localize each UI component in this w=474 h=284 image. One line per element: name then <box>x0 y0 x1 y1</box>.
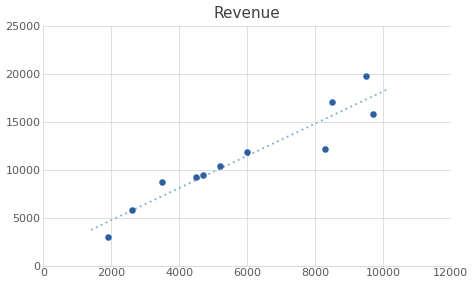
Point <box>216 164 224 168</box>
Title: Revenue: Revenue <box>214 6 281 20</box>
Point <box>104 235 112 239</box>
Point <box>158 180 166 185</box>
Point <box>192 175 200 180</box>
Point <box>199 172 207 177</box>
Point <box>362 74 370 78</box>
Point <box>128 208 136 212</box>
Point <box>328 99 336 104</box>
Point <box>369 112 376 116</box>
Point <box>243 150 251 155</box>
Point <box>321 146 329 151</box>
